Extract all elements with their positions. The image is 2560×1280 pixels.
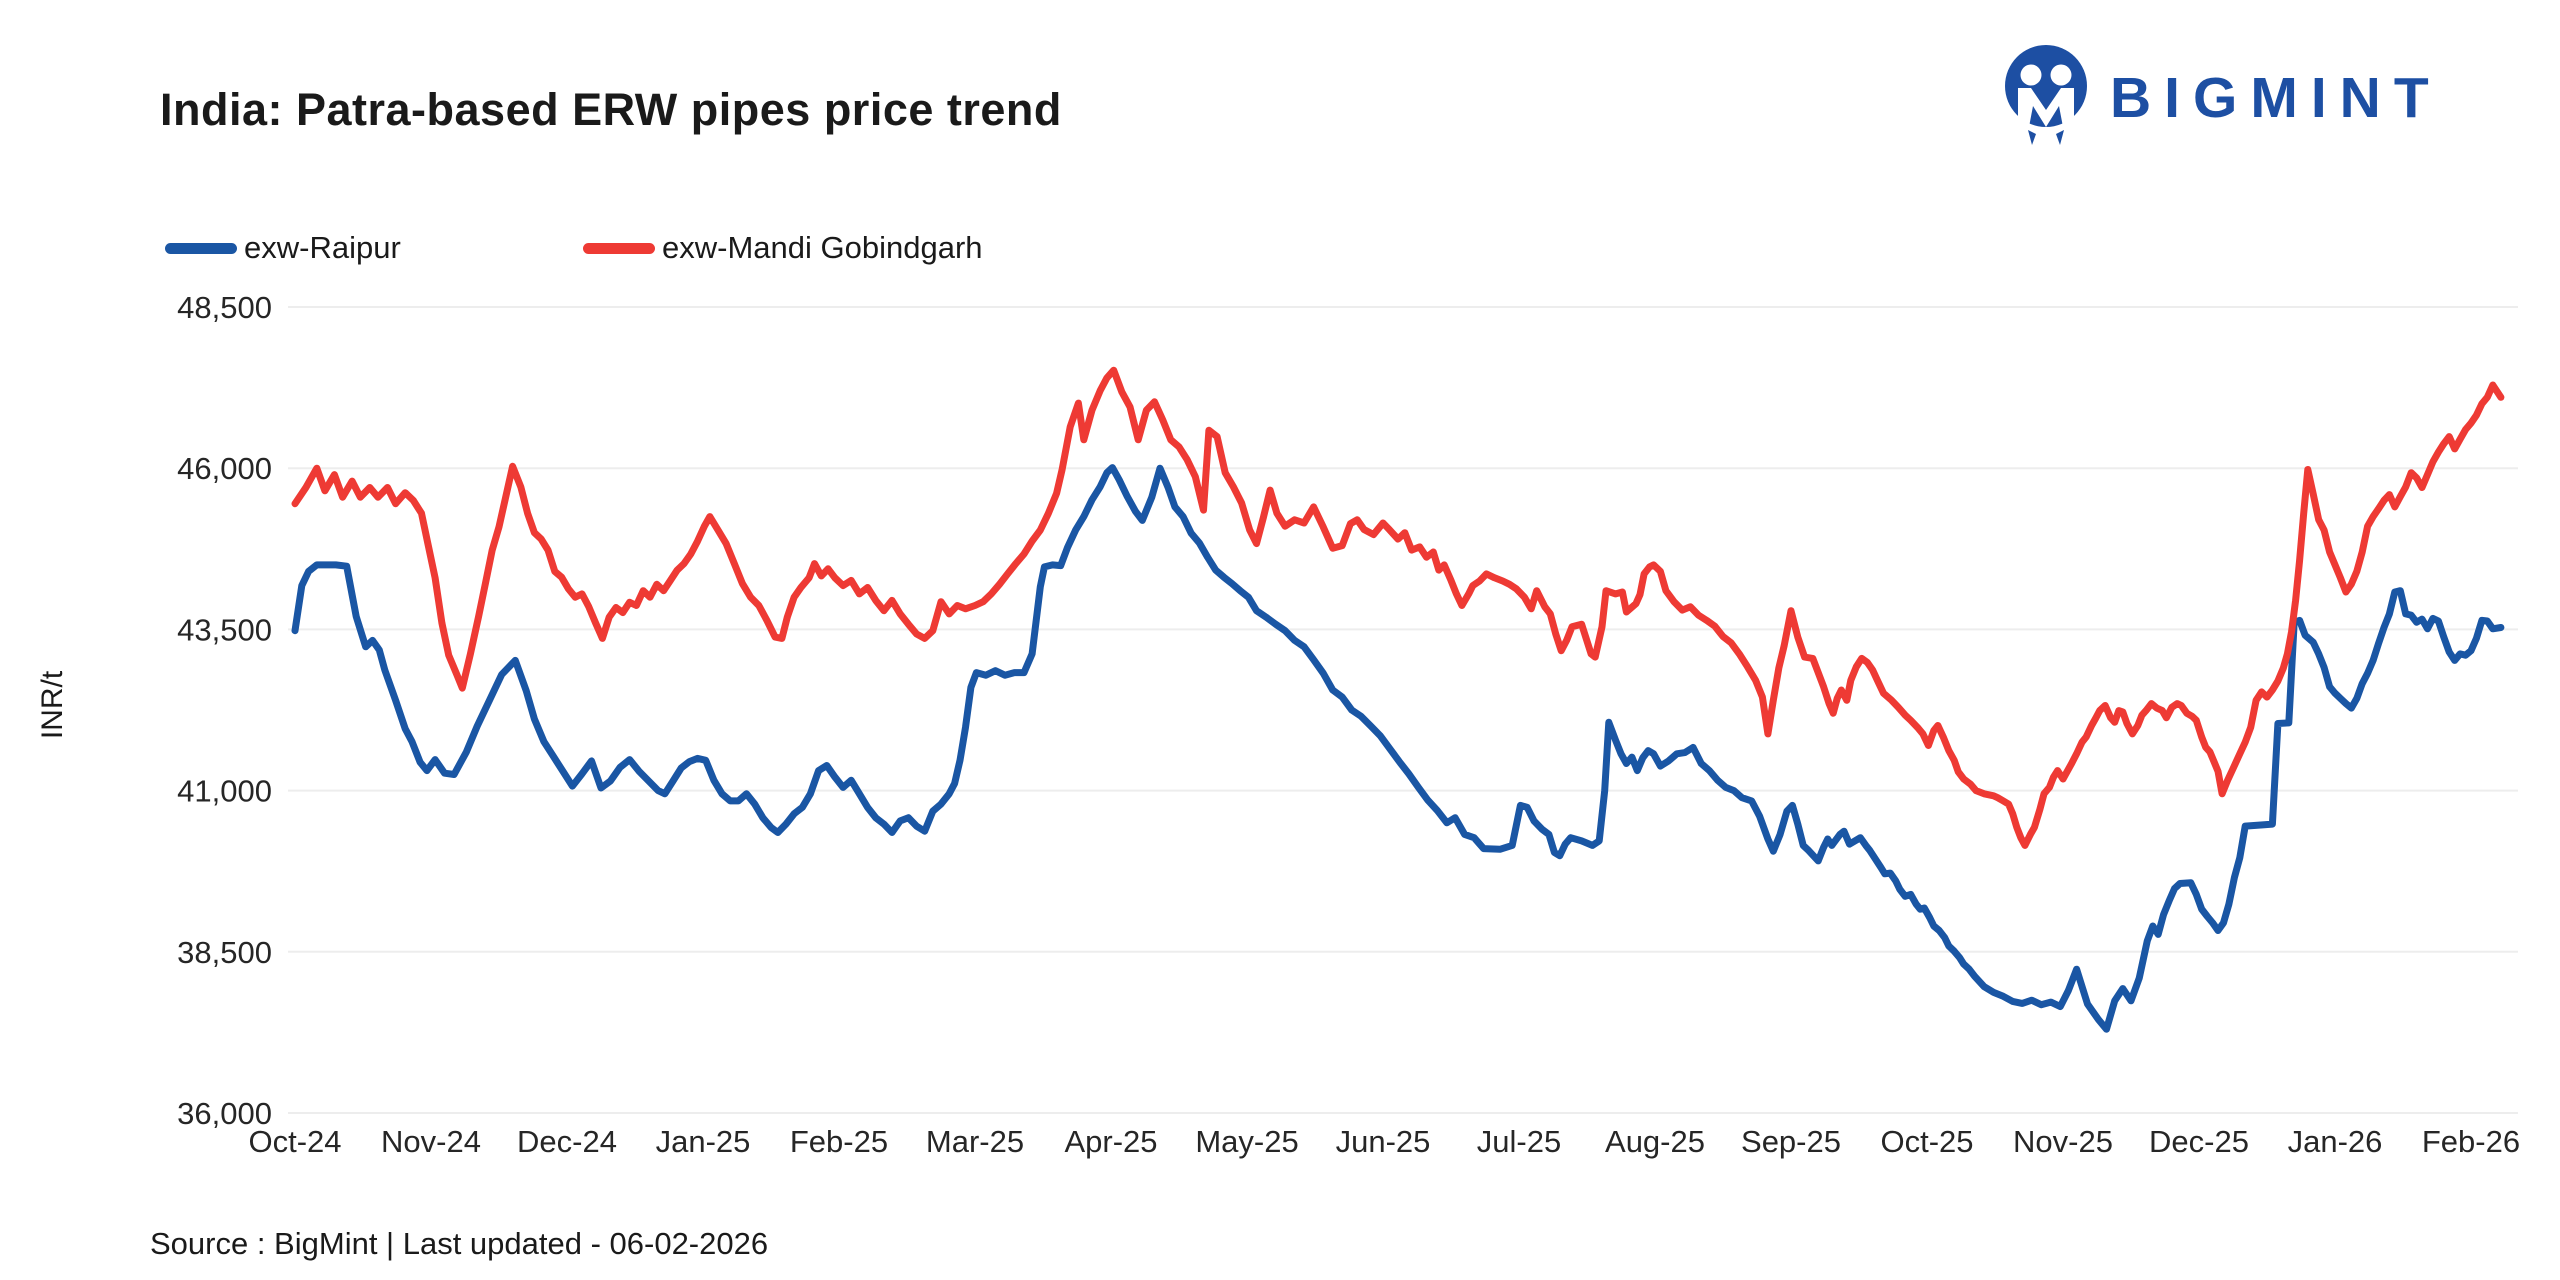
x-tick-label: Jul-25	[1477, 1124, 1561, 1159]
y-axis-title: INR/t	[36, 670, 69, 739]
x-tick-label: Jan-25	[656, 1124, 751, 1159]
series-line-exw-mandi-gobindgarh	[291, 366, 2505, 849]
x-tick-label: Nov-24	[381, 1124, 481, 1159]
x-tick-label: Sep-25	[1741, 1124, 1841, 1159]
chart-legend: exw-Raipur exw-Mandi Gobindgarh	[0, 230, 2560, 270]
y-tick-label: 48,500	[177, 290, 272, 325]
y-tick-label: 38,500	[177, 935, 272, 970]
x-tick-label: Aug-25	[1605, 1124, 1705, 1159]
x-tick-label: Apr-25	[1064, 1124, 1157, 1159]
x-tick-label: Mar-25	[926, 1124, 1024, 1159]
x-tick-label: Jun-25	[1336, 1124, 1431, 1159]
bigmint-logo-icon	[2002, 44, 2094, 151]
x-tick-label: Jan-26	[2288, 1124, 2383, 1159]
y-tick-label: 43,500	[177, 612, 272, 647]
legend-label-exw-mandi-gobindgarh: exw-Mandi Gobindgarh	[662, 230, 983, 265]
series-line-exw-raipur	[291, 464, 2505, 1033]
x-tick-label: Oct-24	[248, 1124, 341, 1159]
legend-item-exw-mandi-gobindgarh: exw-Mandi Gobindgarh	[583, 230, 983, 266]
y-tick-label: 41,000	[177, 774, 272, 809]
x-tick-label: May-25	[1195, 1124, 1298, 1159]
page-title: India: Patra-based ERW pipes price trend	[160, 84, 1062, 135]
bigmint-logo: BIGMINT	[2002, 44, 2442, 151]
source-note: Source : BigMint | Last updated - 06-02-…	[150, 1226, 769, 1261]
x-tick-label: Oct-25	[1880, 1124, 1973, 1159]
legend-item-exw-raipur: exw-Raipur	[165, 230, 401, 266]
legend-swatch-exw-raipur	[165, 242, 237, 254]
x-tick-label: Dec-25	[2149, 1124, 2249, 1159]
legend-label-exw-raipur: exw-Raipur	[244, 230, 401, 265]
y-tick-label: 36,000	[177, 1096, 272, 1131]
y-tick-label: 46,000	[177, 451, 272, 486]
x-tick-label: Nov-25	[2013, 1124, 2113, 1159]
x-tick-label: Feb-25	[790, 1124, 888, 1159]
x-tick-label: Feb-26	[2422, 1124, 2520, 1159]
legend-swatch-exw-mandi-gobindgarh	[583, 242, 655, 254]
x-tick-label: Dec-24	[517, 1124, 617, 1159]
bigmint-logo-text: BIGMINT	[2110, 65, 2442, 130]
